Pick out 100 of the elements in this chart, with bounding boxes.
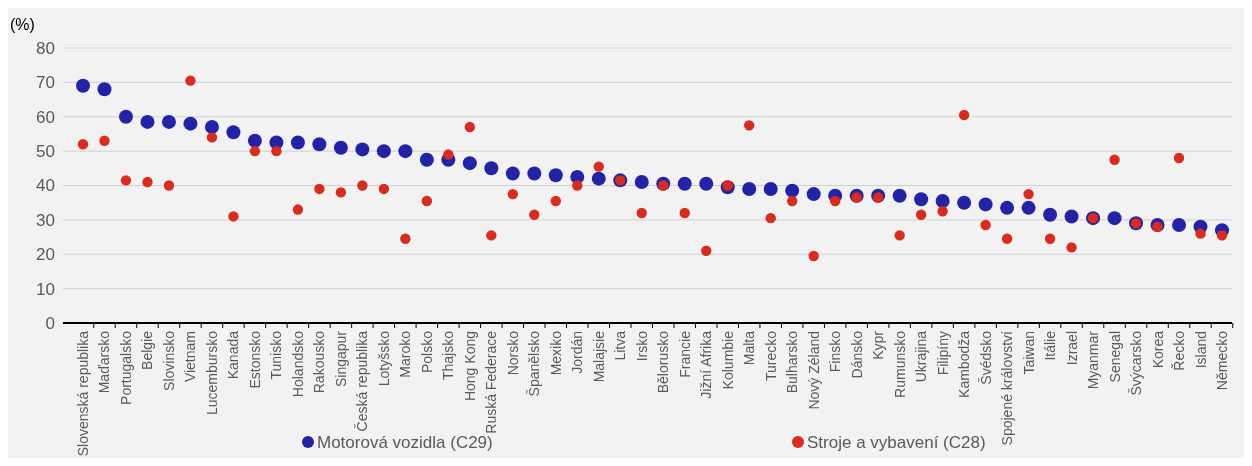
point (292, 204, 304, 215)
point (1109, 154, 1120, 165)
y-tick-label: 10 (36, 279, 55, 299)
x-tick-label: Rumunsko (891, 330, 908, 398)
x-tick-label: Hong Kong (461, 331, 478, 402)
x-tick-label: Lotyšsko (375, 330, 392, 387)
point (548, 168, 563, 183)
point (722, 180, 733, 191)
point (443, 149, 454, 160)
point (120, 175, 132, 186)
y-tick-label: 60 (36, 107, 55, 127)
point (249, 145, 261, 157)
point (634, 175, 649, 190)
x-tick-label: Kypr (870, 330, 887, 360)
point (99, 135, 110, 147)
point (1172, 218, 1187, 233)
x-tick-label: Bělorusko (655, 330, 672, 394)
point (1216, 230, 1228, 241)
x-tick-label: Singapur (332, 330, 349, 388)
x-tick-label: Rakousko (311, 330, 328, 394)
point (335, 187, 347, 198)
point (161, 114, 176, 129)
x-tick-label: Vietnam (182, 331, 199, 383)
point (1066, 242, 1077, 253)
point (1064, 209, 1079, 224)
x-tick-label: Maďarsko (96, 330, 113, 394)
point (142, 176, 153, 188)
point (140, 114, 155, 129)
point (806, 187, 821, 202)
x-tick-label: Slovenská republika (75, 330, 91, 457)
x-tick-label: Litva (612, 330, 629, 361)
x-tick-label: Izrael (1063, 331, 1080, 366)
point (851, 192, 862, 203)
point (527, 166, 542, 181)
y-tick-label: 80 (36, 38, 55, 58)
x-tick-label: Holandsko (289, 330, 306, 398)
point (1107, 211, 1122, 226)
y-tick-label: 30 (36, 210, 55, 230)
point (935, 193, 950, 208)
point (978, 197, 993, 212)
x-tick-label: Ukrajina (913, 330, 930, 383)
point (677, 176, 692, 191)
x-tick-label: Jižní Afrika (698, 330, 715, 399)
point (398, 144, 413, 159)
point (915, 209, 927, 220)
point (765, 212, 776, 224)
point (785, 183, 800, 198)
point (505, 166, 520, 181)
point (462, 156, 477, 171)
point (97, 82, 112, 97)
x-tick-label: Malajsie (590, 330, 607, 383)
point (958, 109, 970, 121)
legend-label: Stroje a vybavení (C28) (807, 433, 986, 452)
point (247, 133, 262, 148)
point (914, 192, 929, 207)
x-tick-label: Kanada (225, 330, 242, 380)
x-tick-label: Mexiko (547, 330, 564, 376)
x-tick-label: Norsko (504, 330, 521, 376)
x-tick-label: Finsko (827, 330, 844, 373)
point (185, 75, 196, 86)
point (572, 180, 583, 191)
point (1043, 207, 1058, 222)
point (378, 183, 390, 195)
point (76, 78, 90, 93)
point (312, 137, 327, 152)
x-tick-label: Kambodža (956, 330, 973, 398)
x-tick-label: Maroko (397, 330, 414, 378)
y-tick-label: 40 (36, 176, 55, 196)
point (591, 171, 606, 186)
point (636, 207, 647, 219)
point (980, 219, 991, 231)
point (829, 195, 841, 207)
x-tick-label: Taiwan (1020, 331, 1037, 375)
point (271, 145, 282, 157)
point (1021, 200, 1036, 215)
y-axis-title: (%) (10, 16, 35, 33)
x-tick-label: Filipíny (934, 331, 951, 376)
point (744, 120, 755, 131)
point (486, 230, 497, 241)
point (183, 116, 198, 131)
point (892, 188, 907, 203)
point (529, 209, 540, 220)
x-tick-label: Malta (741, 330, 758, 366)
point (226, 125, 241, 140)
point (742, 181, 757, 196)
y-tick-label: 70 (36, 73, 55, 93)
point (699, 176, 714, 191)
x-tick-label: Francie (676, 330, 693, 378)
point (679, 207, 690, 219)
point (957, 195, 972, 210)
point (77, 139, 89, 150)
x-tick-label: Senegal (1106, 331, 1123, 383)
y-tick-label: 20 (36, 245, 55, 265)
x-tick-label: Portugalsko (117, 330, 134, 405)
point (1000, 200, 1015, 215)
point (484, 161, 499, 176)
x-tick-label: Nový Zéland (805, 331, 822, 410)
point (1044, 233, 1056, 244)
x-tick-label: Polsko (418, 330, 435, 374)
x-tick-label: Španělsko (526, 330, 543, 397)
